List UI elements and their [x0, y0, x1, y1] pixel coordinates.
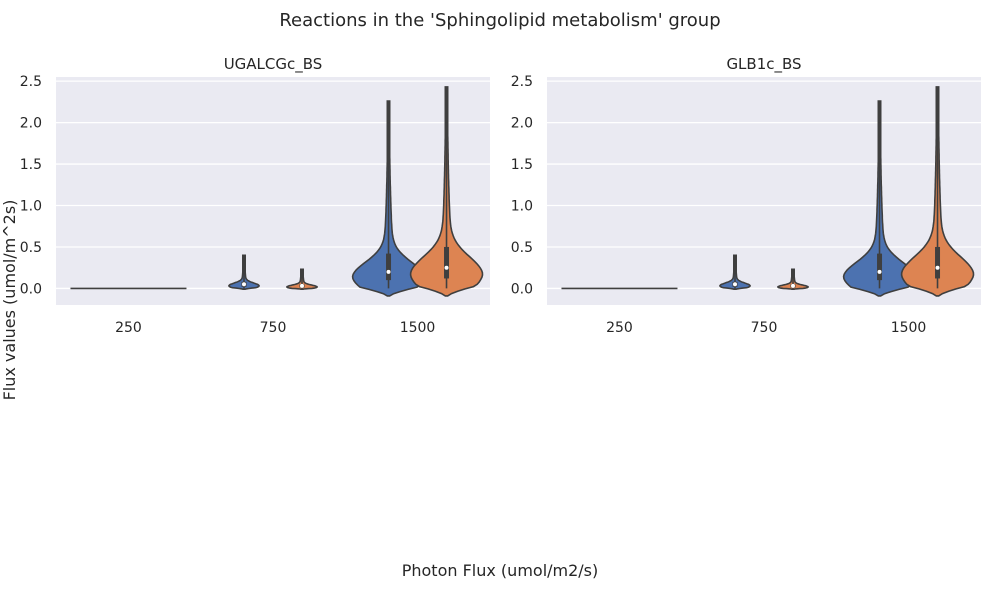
x-tick-label: 750 [751, 320, 778, 336]
y-tick-label: 2.5 [511, 74, 533, 90]
violin-median-point [877, 269, 882, 274]
x-tick-label: 250 [606, 320, 633, 336]
violin-750-series-1 [719, 254, 751, 290]
y-tick-label: 2.5 [20, 74, 42, 90]
violin-median-point [300, 283, 304, 288]
x-axis-label: Photon Flux (umol/m2/s) [402, 561, 599, 580]
y-tick-label: 0.0 [511, 281, 533, 297]
violin-median-point [733, 282, 737, 287]
y-tick-label: 1.0 [511, 199, 533, 215]
violin-750-series-2 [286, 268, 318, 290]
panel-title: UGALCGc_BS [224, 55, 323, 74]
x-tick-label: 1500 [891, 320, 927, 336]
violin-median-point [444, 265, 449, 270]
x-tick-label: 250 [115, 320, 142, 336]
y-axis-label: Flux values (umol/m^2s) [0, 200, 19, 401]
violin-median-point [935, 265, 940, 270]
y-tick-label: 0.0 [20, 281, 42, 297]
panel-1: 0.0 0.5 1.0 1.5 2.0 2.5 250 750 1500 UGALCGc_BS [20, 55, 490, 336]
y-tick-label: 1.0 [20, 199, 42, 215]
y-tick-label: 1.5 [511, 157, 533, 173]
violin-1500-series-2 [409, 86, 484, 297]
violin-1500-series-2 [900, 86, 975, 297]
y-tick-label: 1.5 [20, 157, 42, 173]
violin-750-series-1 [228, 254, 260, 290]
violin-1500-series-1 [351, 100, 426, 297]
violin-median-point [386, 269, 391, 274]
violin-median-point [242, 282, 246, 287]
panel-title: GLB1c_BS [726, 55, 801, 74]
y-tick-label: 2.0 [511, 116, 533, 132]
violin-750-series-2 [777, 268, 809, 290]
panel-2: 0.0 0.5 1.0 1.5 2.0 2.5 250 750 1500 GLB1c_BS [511, 55, 981, 336]
violin-1500-series-1 [842, 100, 917, 297]
x-tick-label: 1500 [400, 320, 436, 336]
x-tick-label: 750 [260, 320, 287, 336]
y-tick-label: 0.5 [511, 240, 533, 256]
y-tick-label: 0.5 [20, 240, 42, 256]
y-tick-label: 2.0 [20, 116, 42, 132]
violin-median-point [791, 283, 795, 288]
chart-title: Reactions in the 'Sphingolipid metabolis… [279, 10, 720, 31]
